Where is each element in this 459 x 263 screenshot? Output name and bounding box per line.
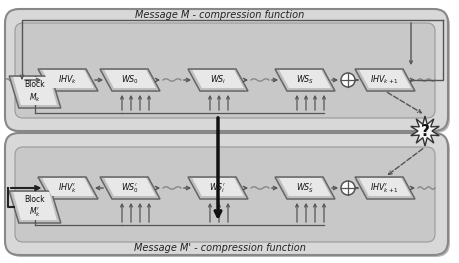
- Text: $WS_i$: $WS_i$: [209, 74, 226, 86]
- Polygon shape: [104, 178, 156, 196]
- Polygon shape: [9, 191, 61, 223]
- Polygon shape: [192, 70, 243, 88]
- Polygon shape: [188, 177, 247, 199]
- FancyBboxPatch shape: [7, 135, 449, 257]
- Polygon shape: [188, 69, 247, 91]
- Text: $IHV_k'$: $IHV_k'$: [58, 181, 78, 195]
- Polygon shape: [358, 178, 410, 196]
- Polygon shape: [38, 69, 98, 91]
- Text: Block
$M_k'$: Block $M_k'$: [25, 195, 45, 219]
- Text: $WS_S'$: $WS_S'$: [295, 181, 313, 195]
- Text: $WS_0$: $WS_0$: [121, 74, 139, 86]
- Circle shape: [340, 181, 354, 195]
- Text: Message M' - compression function: Message M' - compression function: [134, 243, 305, 253]
- Polygon shape: [354, 177, 414, 199]
- Polygon shape: [354, 69, 414, 91]
- Polygon shape: [100, 69, 160, 91]
- Text: $WS_0'$: $WS_0'$: [121, 181, 139, 195]
- Text: $IHV_{k+1}'$: $IHV_{k+1}'$: [369, 181, 399, 195]
- FancyBboxPatch shape: [15, 147, 434, 242]
- Polygon shape: [42, 178, 94, 196]
- Text: Message M - compression function: Message M - compression function: [135, 10, 304, 20]
- Text: ?: ?: [420, 124, 429, 139]
- Polygon shape: [279, 178, 330, 196]
- Circle shape: [340, 73, 354, 87]
- Polygon shape: [42, 70, 94, 88]
- Text: $WS_i'$: $WS_i'$: [209, 181, 226, 195]
- Polygon shape: [104, 70, 156, 88]
- Polygon shape: [13, 77, 57, 105]
- Polygon shape: [274, 69, 334, 91]
- Polygon shape: [410, 116, 438, 146]
- FancyBboxPatch shape: [5, 9, 447, 131]
- Text: $IHV_{k+1}$: $IHV_{k+1}$: [369, 74, 399, 86]
- FancyBboxPatch shape: [7, 11, 449, 133]
- Polygon shape: [13, 192, 57, 220]
- Polygon shape: [38, 177, 98, 199]
- Text: $IHV_k$: $IHV_k$: [58, 74, 78, 86]
- Text: Block
$M_k$: Block $M_k$: [25, 80, 45, 104]
- Polygon shape: [100, 177, 160, 199]
- Polygon shape: [358, 70, 410, 88]
- Polygon shape: [192, 178, 243, 196]
- Polygon shape: [9, 76, 61, 108]
- Text: $WS_S$: $WS_S$: [295, 74, 313, 86]
- FancyBboxPatch shape: [15, 23, 434, 118]
- Polygon shape: [279, 70, 330, 88]
- FancyBboxPatch shape: [5, 133, 447, 255]
- Polygon shape: [274, 177, 334, 199]
